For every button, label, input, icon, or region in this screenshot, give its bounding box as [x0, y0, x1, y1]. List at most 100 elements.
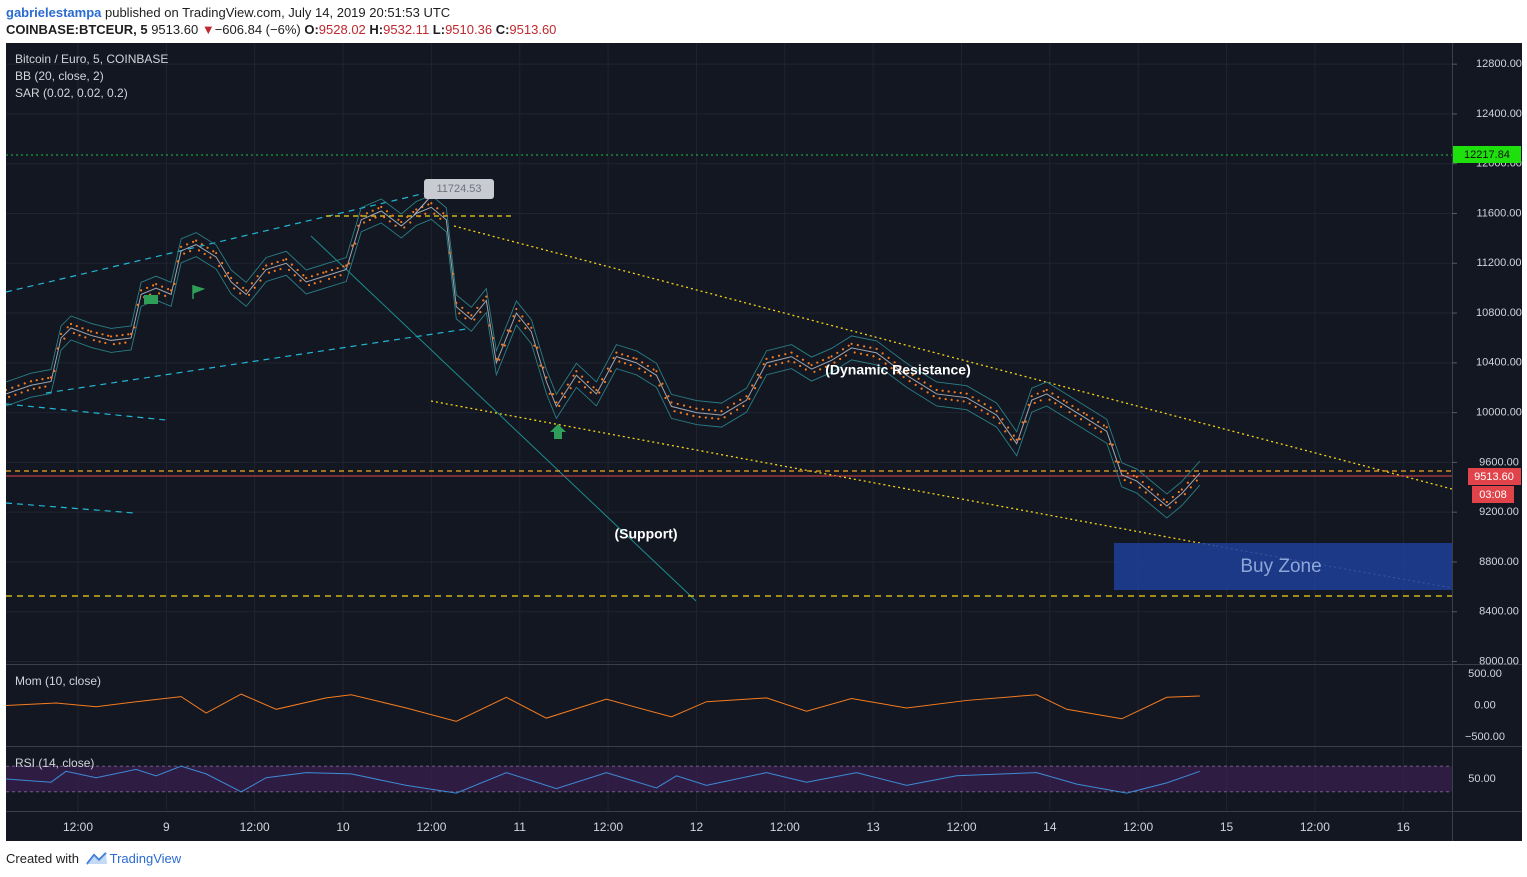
- sar-dot: [664, 396, 667, 400]
- sar-dot: [884, 362, 887, 365]
- sar-dot: [233, 287, 236, 290]
- channel-upper-line[interactable]: [5, 192, 427, 293]
- channel-lower-line[interactable]: [45, 328, 467, 394]
- chart-svg[interactable]: Buy Zone 11724.53 (Dynamic Resistance) (…: [4, 43, 1522, 841]
- sar-dot: [950, 398, 953, 401]
- momentum-pane[interactable]: Mom (10, close): [5, 674, 1200, 722]
- sar-dot: [813, 370, 816, 373]
- sar-dot: [1156, 493, 1159, 496]
- sar-dot: [354, 242, 357, 245]
- dynamic-resistance-line[interactable]: [453, 225, 1453, 490]
- sar-dot: [173, 282, 176, 285]
- sar-dot: [1009, 438, 1013, 441]
- time-axis[interactable]: 12:00 9 12:00 10 12:00 11 12:00 12 12:00 13 12:00 1…: [63, 820, 1410, 834]
- close-label: C:: [495, 22, 510, 37]
- sar-dot: [81, 327, 84, 330]
- chart-header: gabrielestampa published on TradingView.…: [6, 4, 556, 38]
- sar-dot: [189, 249, 192, 253]
- sar-dot: [923, 381, 926, 384]
- rsi-series-line[interactable]: [5, 765, 1200, 794]
- sar-dot: [8, 395, 11, 398]
- sar-dot: [319, 280, 322, 283]
- dynamic-resistance-label: (Dynamic Resistance): [825, 362, 971, 378]
- sar-dot: [439, 217, 442, 220]
- author-link[interactable]: gabrielestampa: [6, 5, 102, 20]
- sar-dot: [787, 360, 790, 363]
- left-cyan-dashed-1[interactable]: [5, 403, 167, 421]
- sar-dot: [983, 403, 986, 406]
- sar-dot: [635, 357, 638, 360]
- sar-dot: [545, 376, 548, 379]
- sar-dot: [267, 271, 271, 274]
- sar-dot: [932, 394, 935, 398]
- momentum-series-line[interactable]: [5, 693, 1200, 722]
- sar-dot: [714, 409, 717, 412]
- sar-dot: [247, 293, 251, 296]
- sar-dot: [956, 399, 959, 402]
- sar-dot: [965, 392, 968, 395]
- momentum-axis[interactable]: 500.00 0.00 −500.00: [1465, 668, 1505, 743]
- bb-legend: BB (20, close, 2): [15, 69, 104, 83]
- chart-container[interactable]: Buy Zone 11724.53 (Dynamic Resistance) (…: [4, 43, 1522, 841]
- sar-dot: [896, 371, 899, 374]
- rsi-axis[interactable]: 50.00: [1468, 773, 1496, 785]
- sar-dot: [206, 246, 209, 249]
- price-axis-label: 10400.00: [1476, 357, 1522, 369]
- sar-legend: SAR (0.02, 0.02, 0.2): [15, 86, 128, 100]
- price-axis-label: 8400.00: [1479, 606, 1519, 618]
- sar-dot: [914, 383, 917, 386]
- price-axis[interactable]: 12800.0012400.0012000.0011600.0011200.00…: [1452, 58, 1522, 667]
- sar-dot: [1039, 399, 1042, 402]
- sar-dot: [1057, 395, 1060, 399]
- sar-dot: [302, 274, 305, 277]
- sar-dot: [26, 389, 29, 392]
- sar-dot: [799, 364, 802, 368]
- sar-dot: [464, 317, 467, 320]
- sar-dot: [467, 311, 470, 314]
- price-axis-label: 12400.00: [1476, 108, 1522, 120]
- time-axis-label: 12: [690, 820, 704, 834]
- sar-dot: [968, 402, 971, 405]
- sar-dot: [790, 351, 793, 354]
- price-axis-label: 9200.00: [1479, 506, 1519, 518]
- sar-dot: [242, 286, 245, 289]
- sar-dot: [530, 326, 533, 329]
- teal-trend-line[interactable]: [310, 235, 697, 602]
- high-label: H:: [369, 22, 384, 37]
- sar-dot: [827, 356, 830, 359]
- sar-dot: [473, 318, 476, 321]
- sar-dot: [84, 336, 87, 339]
- sar-dot: [485, 295, 488, 298]
- sar-dot: [971, 396, 974, 399]
- sar-dot: [445, 214, 448, 217]
- price-axis-label: 8000.00: [1479, 655, 1519, 667]
- up-arrow-icon: [550, 424, 566, 439]
- sar-dot: [745, 395, 748, 398]
- sar-dot: [621, 353, 624, 356]
- support-line[interactable]: [430, 400, 1217, 547]
- publish-line: gabrielestampa published on TradingView.…: [6, 4, 556, 21]
- sar-dot: [908, 380, 911, 383]
- sar-dot: [227, 271, 230, 275]
- sar-dot: [345, 264, 348, 267]
- buy-zone-rect[interactable]: [1114, 543, 1452, 590]
- high-callout-box[interactable]: [424, 179, 494, 199]
- sar-dot: [524, 327, 527, 330]
- time-axis-label: 12:00: [770, 820, 800, 834]
- main-pane[interactable]: Buy Zone 11724.53 (Dynamic Resistance) (…: [4, 52, 1453, 602]
- tradingview-brand-link[interactable]: TradingView: [109, 851, 182, 866]
- rsi-pane[interactable]: RSI (14, close): [5, 756, 1452, 794]
- price-axis-label: 10800.00: [1476, 307, 1522, 319]
- time-axis-label: 16: [1397, 820, 1411, 834]
- sar-dot: [581, 375, 584, 378]
- sar-dot: [578, 380, 581, 384]
- sar-dot: [385, 210, 389, 213]
- sar-dot: [980, 409, 983, 412]
- price-series-line[interactable]: [5, 206, 1201, 507]
- sar-dot: [371, 209, 374, 212]
- sar-dot: [1180, 488, 1183, 491]
- bollinger-upper-band: [5, 194, 1201, 495]
- sar-dot: [47, 376, 50, 380]
- sar-dot: [72, 331, 76, 335]
- sar-dot: [488, 324, 491, 327]
